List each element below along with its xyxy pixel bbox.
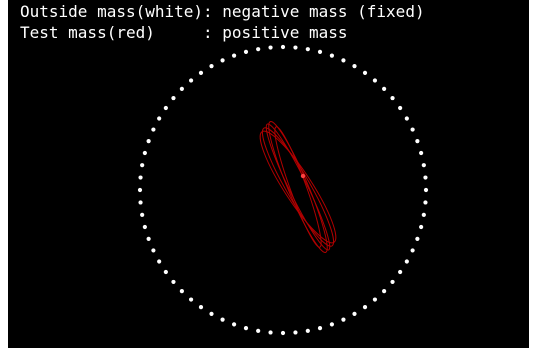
ring-mass-dot bbox=[151, 127, 156, 132]
orbit-plot bbox=[137, 44, 429, 336]
trajectory-loop bbox=[261, 127, 335, 247]
outside-mass-ring bbox=[137, 44, 429, 336]
ring-mass-dot bbox=[138, 200, 143, 205]
ring-mass-dot bbox=[220, 317, 225, 322]
legend-test-mass: Test mass(red) : positive mass bbox=[20, 23, 348, 42]
ring-mass-dot bbox=[157, 259, 162, 264]
ring-mass-dot bbox=[140, 212, 145, 217]
ring-mass-dot bbox=[151, 248, 156, 253]
ring-mass-dot bbox=[280, 330, 286, 336]
ring-mass-dot bbox=[421, 163, 426, 168]
ring-mass-dot bbox=[146, 138, 151, 144]
ring-mass-dot bbox=[398, 105, 403, 111]
ring-mass-dot bbox=[138, 175, 143, 180]
ring-mass-dot bbox=[137, 187, 143, 193]
ring-mass-dot bbox=[362, 305, 368, 310]
ring-mass-dot bbox=[419, 224, 424, 230]
trajectory-loop bbox=[259, 130, 337, 244]
ring-mass-dot bbox=[163, 105, 168, 111]
ring-mass-dot bbox=[329, 53, 335, 58]
ring-mass-dot bbox=[171, 95, 176, 101]
ring-mass-dot bbox=[256, 328, 261, 333]
ring-mass-dot bbox=[352, 64, 357, 69]
ring-mass-dot bbox=[209, 311, 214, 316]
ring-mass-dot bbox=[410, 248, 415, 253]
ring-mass-dot bbox=[243, 326, 249, 331]
ring-mass-dot bbox=[188, 78, 194, 83]
ring-mass-dot bbox=[372, 78, 378, 83]
ring-mass-dot bbox=[140, 163, 145, 168]
simulation-canvas: Outside mass(white): negative mass (fixe… bbox=[8, 0, 529, 348]
ring-mass-dot bbox=[423, 175, 428, 180]
ring-mass-dot bbox=[293, 330, 298, 335]
ring-mass-dot bbox=[423, 187, 429, 193]
ring-mass-dot bbox=[341, 58, 346, 63]
ring-mass-dot bbox=[188, 297, 194, 302]
ring-mass-dot bbox=[157, 116, 162, 121]
ring-mass-dot bbox=[179, 289, 184, 294]
ring-mass-dot bbox=[220, 58, 225, 63]
ring-mass-dot bbox=[293, 45, 298, 50]
ring-mass-dot bbox=[410, 127, 415, 132]
ring-mass-dot bbox=[146, 236, 151, 242]
ring-mass-dot bbox=[352, 311, 357, 316]
ring-mass-dot bbox=[171, 279, 176, 285]
ring-mass-dot bbox=[317, 326, 323, 331]
ring-mass-dot bbox=[390, 95, 395, 101]
ring-mass-dot bbox=[404, 259, 409, 264]
ring-mass-dot bbox=[163, 269, 168, 275]
ring-mass-dot bbox=[390, 279, 395, 285]
test-mass-trajectory bbox=[259, 121, 337, 253]
ring-mass-dot bbox=[341, 317, 346, 322]
ring-mass-dot bbox=[317, 49, 323, 54]
ring-mass-dot bbox=[372, 297, 378, 302]
ring-mass-dot bbox=[268, 330, 273, 335]
ring-mass-dot bbox=[419, 150, 424, 156]
ring-mass-dot bbox=[382, 86, 387, 91]
ring-mass-dot bbox=[179, 86, 184, 91]
ring-mass-dot bbox=[305, 47, 310, 52]
trajectory-loop bbox=[265, 123, 331, 251]
ring-mass-dot bbox=[423, 200, 428, 205]
ring-mass-dot bbox=[421, 212, 426, 217]
ring-mass-dot bbox=[404, 116, 409, 121]
ring-mass-dot bbox=[415, 236, 420, 242]
ring-mass-dot bbox=[305, 328, 310, 333]
ring-mass-dot bbox=[398, 269, 403, 275]
trajectory-loop bbox=[268, 121, 328, 253]
ring-mass-dot bbox=[198, 70, 204, 75]
ring-mass-dot bbox=[142, 224, 147, 230]
ring-mass-dot bbox=[382, 289, 387, 294]
ring-mass-dot bbox=[231, 322, 237, 327]
test-mass bbox=[300, 173, 306, 179]
ring-mass-dot bbox=[362, 70, 368, 75]
ring-mass-dot bbox=[231, 53, 237, 58]
trajectory-loop bbox=[274, 126, 322, 248]
ring-mass-dot bbox=[243, 49, 249, 54]
ring-mass-dot bbox=[268, 45, 273, 50]
ring-mass-dot bbox=[198, 305, 204, 310]
ring-mass-dot bbox=[209, 64, 214, 69]
legend-outside-mass: Outside mass(white): negative mass (fixe… bbox=[20, 2, 425, 21]
ring-mass-dot bbox=[280, 44, 286, 50]
ring-mass-dot bbox=[329, 322, 335, 327]
ring-mass-dot bbox=[142, 150, 147, 156]
ring-mass-dot bbox=[256, 47, 261, 52]
ring-mass-dot bbox=[415, 138, 420, 144]
